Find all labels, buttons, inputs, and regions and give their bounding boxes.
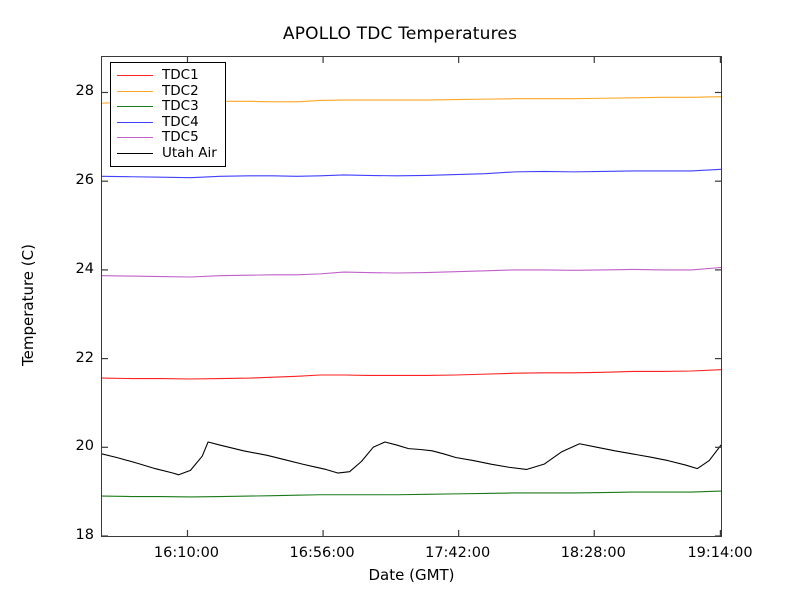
legend-swatch-icon <box>117 152 153 154</box>
series-line-tdc5 <box>102 266 721 278</box>
legend-swatch-icon <box>117 106 153 108</box>
series-line-tdc3 <box>102 490 721 498</box>
x-tick-label: 19:14:00 <box>687 545 753 561</box>
legend-label: TDC5 <box>162 129 199 145</box>
legend-label: TDC4 <box>162 113 199 130</box>
legend-item-utah-air[interactable]: Utah Air <box>117 144 217 162</box>
legend-item-tdc4[interactable]: TDC4 <box>117 113 217 131</box>
y-tick-label: 26 <box>75 172 94 189</box>
legend-label: TDC3 <box>162 98 199 114</box>
legend-item-tdc3[interactable]: TDC3 <box>117 98 217 115</box>
x-axis-label: Date (GMT) <box>368 566 455 584</box>
legend-swatch-icon <box>117 75 153 77</box>
y-tick-label: 18 <box>75 527 94 543</box>
series-line-tdc1 <box>102 369 721 380</box>
series-line-tdc4 <box>102 168 721 179</box>
legend-swatch-icon <box>117 90 153 92</box>
x-tick-label: 16:10:00 <box>153 545 220 561</box>
x-tick-label: 18:28:00 <box>560 545 626 561</box>
legend-item-tdc2[interactable]: TDC2 <box>117 82 217 100</box>
legend-swatch-icon <box>117 121 153 123</box>
legend-item-tdc5[interactable]: TDC5 <box>117 129 217 146</box>
x-tick-label: 17:42:00 <box>425 545 491 561</box>
y-tick-label: 20 <box>75 438 94 455</box>
series-line-utah-air <box>102 441 721 476</box>
y-tick-label: 28 <box>75 83 94 100</box>
legend-label: TDC2 <box>162 82 199 99</box>
chart-title: APOLLO TDC Temperatures <box>282 24 518 44</box>
y-axis-label: Temperature (C) <box>19 244 37 366</box>
legend-swatch-icon <box>117 137 153 139</box>
x-tick-label: 16:56:00 <box>289 545 355 561</box>
y-axis-tick-labels: 18 20 22 24 26 28 <box>56 0 94 600</box>
y-tick-label: 24 <box>75 260 94 277</box>
legend-item-tdc1[interactable]: TDC1 <box>117 67 217 84</box>
legend-label: TDC1 <box>162 67 199 83</box>
legend-label: Utah Air <box>162 144 217 161</box>
chart-legend: TDC1 TDC2 TDC3 TDC4 TDC5 Utah Air <box>110 62 226 167</box>
y-tick-label: 22 <box>75 349 94 366</box>
